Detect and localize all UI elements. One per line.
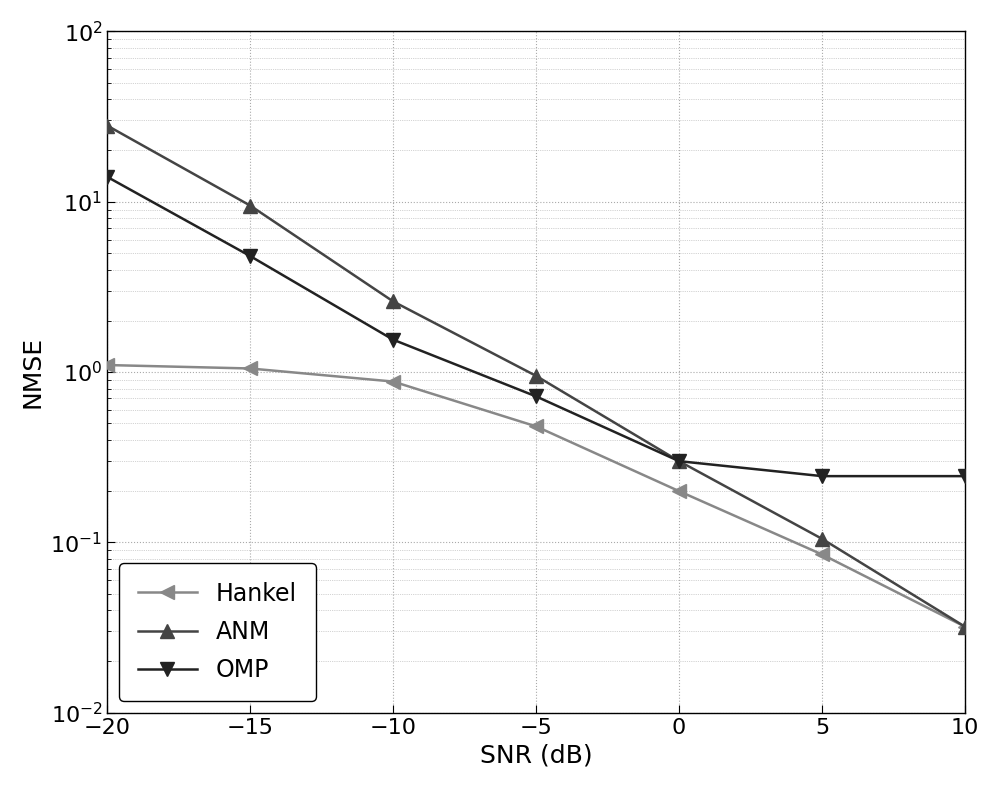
Hankel: [530, 422, 542, 431]
ANM: [673, 456, 685, 466]
OMP: [673, 456, 685, 466]
Line: ANM: ANM: [100, 119, 972, 634]
Hankel: [816, 550, 828, 559]
Y-axis label: NMSE: NMSE: [21, 336, 45, 408]
ANM: [244, 201, 256, 210]
ANM: [959, 622, 971, 631]
OMP: [101, 172, 113, 181]
Hankel: [959, 622, 971, 631]
ANM: [387, 296, 399, 306]
OMP: [244, 251, 256, 261]
Line: Hankel: Hankel: [100, 358, 972, 634]
OMP: [387, 335, 399, 344]
OMP: [530, 392, 542, 401]
Hankel: [101, 360, 113, 370]
Legend: Hankel, ANM, OMP: Hankel, ANM, OMP: [119, 563, 316, 701]
ANM: [816, 534, 828, 544]
Hankel: [673, 486, 685, 496]
ANM: [530, 371, 542, 381]
ANM: [101, 121, 113, 130]
OMP: [959, 471, 971, 481]
Hankel: [387, 377, 399, 386]
OMP: [816, 471, 828, 481]
Line: OMP: OMP: [100, 170, 972, 483]
X-axis label: SNR (dB): SNR (dB): [480, 743, 592, 768]
Hankel: [244, 364, 256, 374]
